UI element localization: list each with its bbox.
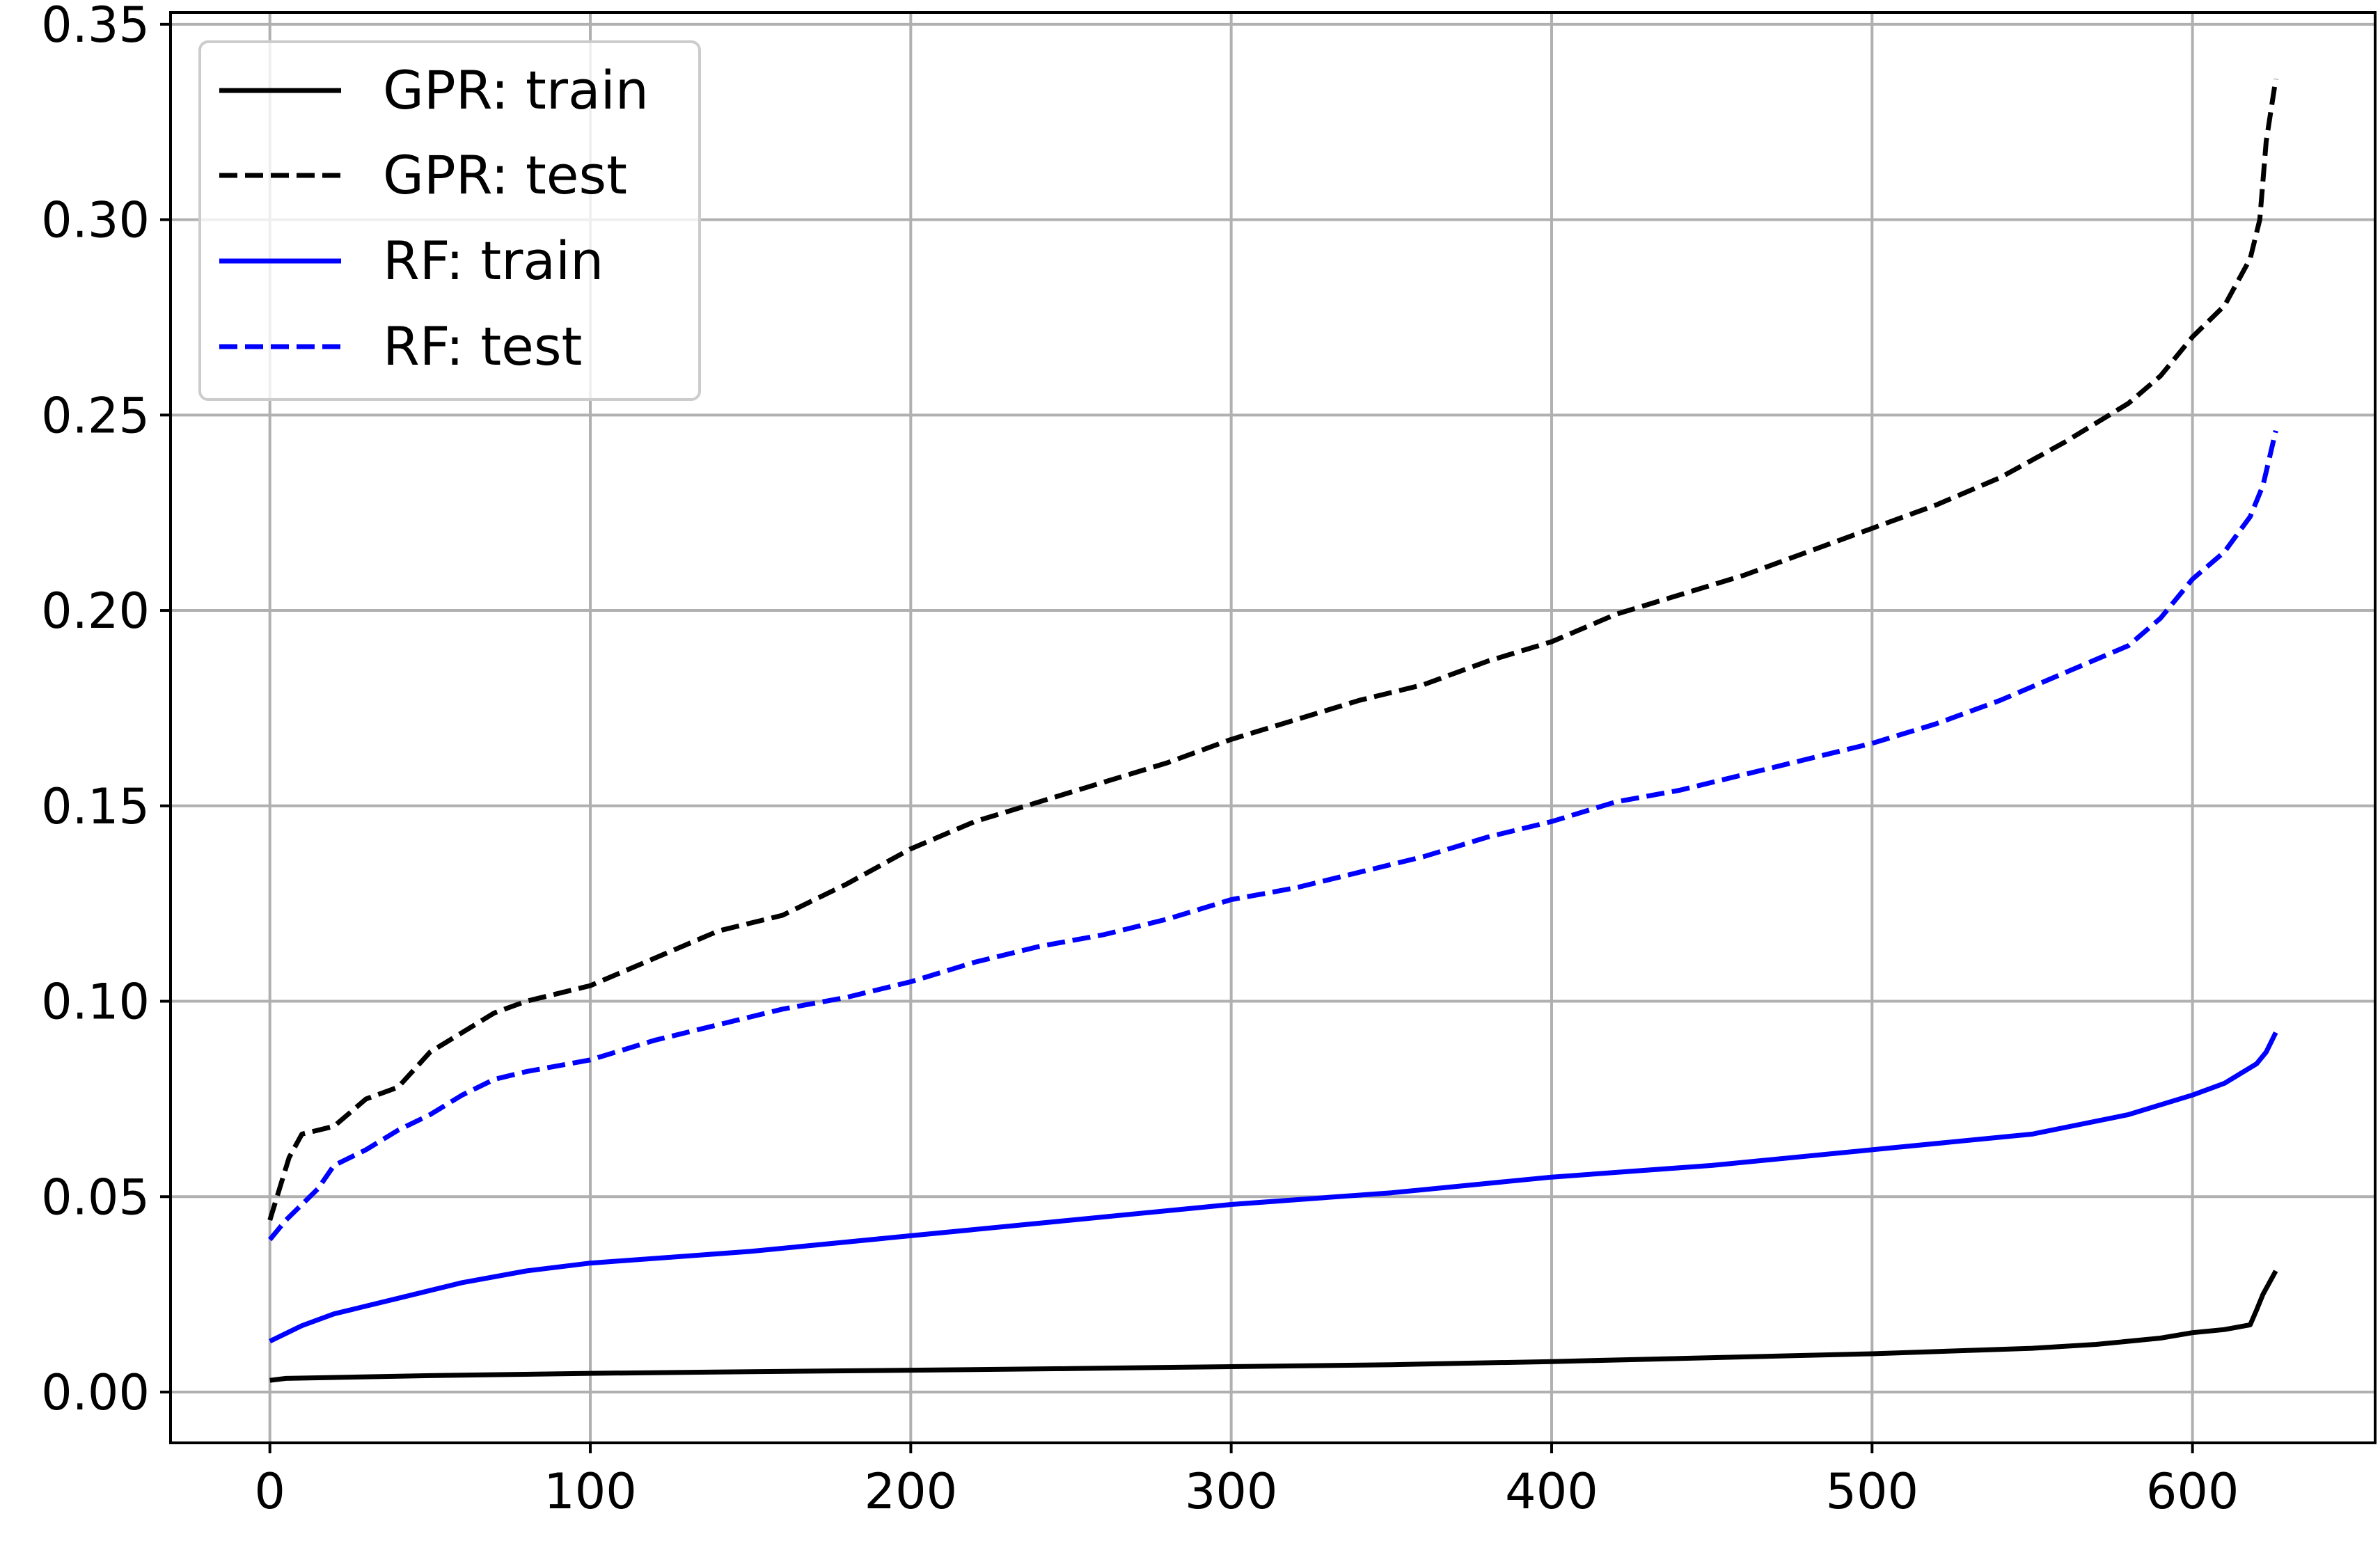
y-tick-label: 0.05 <box>41 1169 150 1226</box>
y-tick-label: 0.00 <box>41 1364 150 1421</box>
x-tick-label: 400 <box>1505 1463 1598 1520</box>
plot-series <box>267 78 2278 1383</box>
x-tick-label: 300 <box>1185 1463 1278 1520</box>
y-tick-label: 0.30 <box>41 192 150 249</box>
plot-frame <box>169 11 2377 1444</box>
x-tick-label: 100 <box>544 1463 637 1520</box>
legend-box <box>198 40 701 401</box>
x-tick-label: 200 <box>865 1463 958 1520</box>
axis-ticks: 0 100 200 300 400 500 600 0.00 0.05 0.10 0.15 0.20 0… <box>41 0 2239 1520</box>
legend: GPR: train GPR: test RF: train RF: test <box>198 40 701 401</box>
x-tick-label: 500 <box>1825 1463 1918 1520</box>
y-tick-label: 0.10 <box>41 974 150 1031</box>
x-tick-label: 600 <box>2146 1463 2239 1520</box>
series-line-gpr-train <box>269 1270 2278 1383</box>
legend-label-gpr-train: GPR: train <box>383 59 649 121</box>
y-tick-label: 0.20 <box>41 583 150 640</box>
y-tick-label: 0.15 <box>41 778 150 835</box>
series-line-rf-test <box>267 430 2278 1242</box>
y-tick-label: 0.25 <box>41 387 150 444</box>
series-line-rf-train <box>269 1031 2278 1344</box>
gridlines <box>171 13 2375 1443</box>
y-tick-label: 0.35 <box>41 0 150 54</box>
series-line-gpr-test <box>267 78 2278 1222</box>
legend-label-rf-test: RF: test <box>383 315 582 377</box>
legend-label-rf-train: RF: train <box>383 230 604 292</box>
legend-label-gpr-test: GPR: test <box>383 144 627 206</box>
x-tick-label: 0 <box>254 1463 285 1520</box>
